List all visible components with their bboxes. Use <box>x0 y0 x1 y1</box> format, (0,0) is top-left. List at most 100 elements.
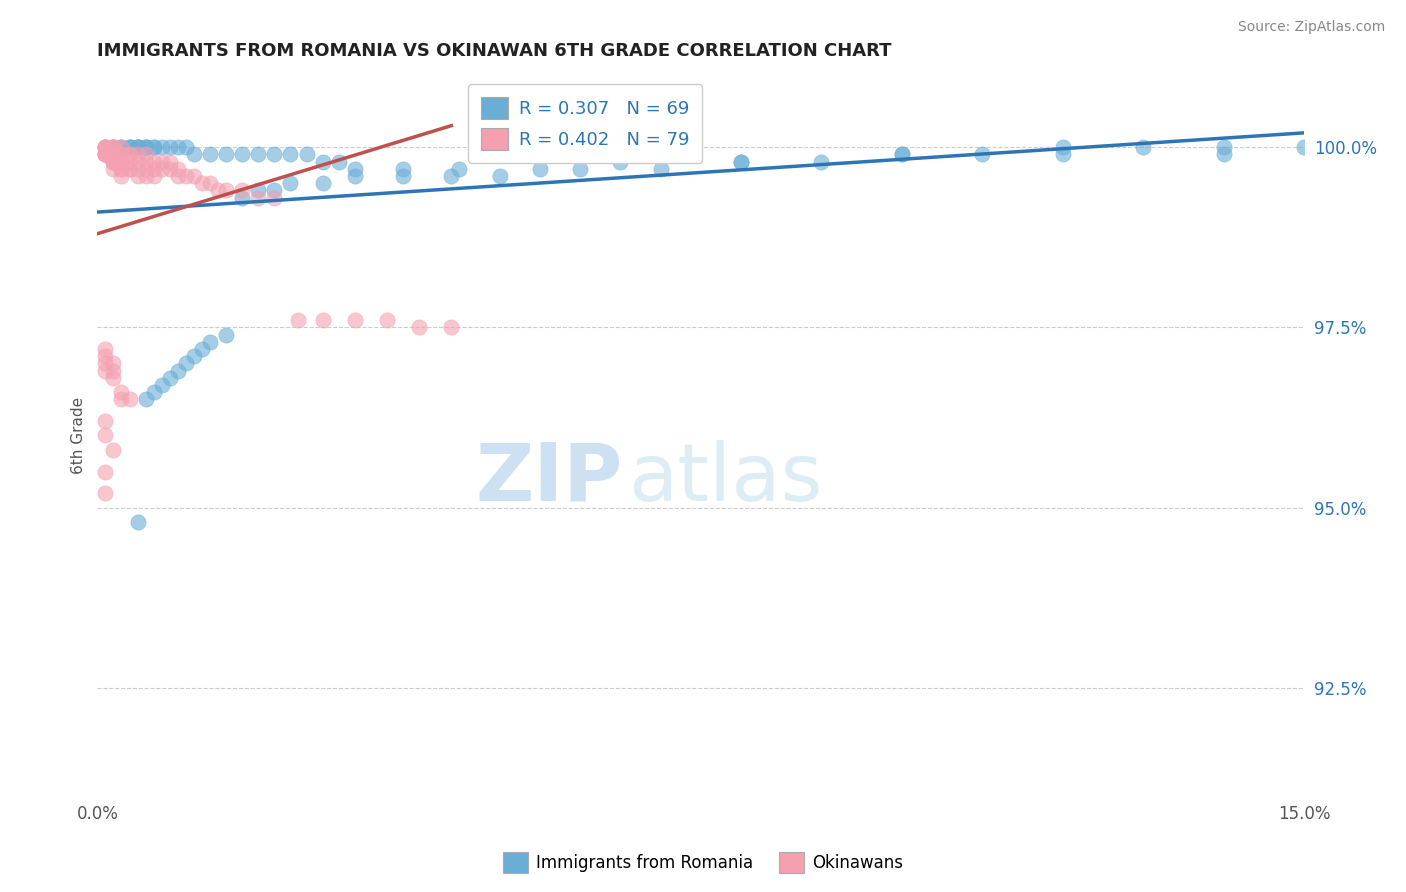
Point <box>118 161 141 176</box>
Point <box>110 161 132 176</box>
Point <box>488 169 510 183</box>
Point <box>110 140 132 154</box>
Point <box>198 147 221 161</box>
Point <box>103 140 125 154</box>
Point <box>142 154 165 169</box>
Point <box>142 385 165 400</box>
Point <box>118 161 141 176</box>
Text: atlas: atlas <box>628 440 823 517</box>
Point <box>280 176 302 190</box>
Point <box>110 140 132 154</box>
Point <box>94 140 117 154</box>
Point <box>94 147 117 161</box>
Y-axis label: 6th Grade: 6th Grade <box>72 397 86 474</box>
Point <box>231 147 253 161</box>
Point <box>94 140 117 154</box>
Point <box>1052 147 1074 161</box>
Point <box>103 356 125 370</box>
Point <box>972 147 994 161</box>
Point <box>103 371 125 385</box>
Point <box>103 442 125 457</box>
Point <box>110 169 132 183</box>
Point <box>118 140 141 154</box>
Point <box>118 140 141 154</box>
Point <box>890 147 912 161</box>
Point <box>110 392 132 407</box>
Point <box>392 169 415 183</box>
Point <box>103 147 125 161</box>
Point <box>174 169 197 183</box>
Point <box>159 154 181 169</box>
Point <box>198 176 221 190</box>
Point <box>311 313 333 327</box>
Point <box>110 147 132 161</box>
Point <box>408 320 430 334</box>
Point <box>135 169 157 183</box>
Point <box>166 161 188 176</box>
Point <box>150 378 173 392</box>
Point <box>311 176 333 190</box>
Point <box>159 161 181 176</box>
Point <box>127 147 149 161</box>
Point <box>159 371 181 385</box>
Point <box>142 140 165 154</box>
Point <box>110 140 132 154</box>
Point <box>110 154 132 169</box>
Point <box>127 515 149 529</box>
Point <box>103 147 125 161</box>
Point <box>94 364 117 378</box>
Point <box>569 161 592 176</box>
Legend: R = 0.307   N = 69, R = 0.402   N = 79: R = 0.307 N = 69, R = 0.402 N = 79 <box>468 84 702 162</box>
Point <box>191 176 214 190</box>
Point <box>1052 140 1074 154</box>
Point <box>110 154 132 169</box>
Point <box>890 147 912 161</box>
Point <box>94 147 117 161</box>
Point <box>103 140 125 154</box>
Point <box>810 154 832 169</box>
Point <box>103 154 125 169</box>
Point <box>135 140 157 154</box>
Point <box>311 154 333 169</box>
Point <box>135 392 157 407</box>
Point <box>135 154 157 169</box>
Point <box>127 140 149 154</box>
Point <box>247 184 270 198</box>
Point <box>150 140 173 154</box>
Point <box>287 313 309 327</box>
Point <box>94 147 117 161</box>
Point <box>103 140 125 154</box>
Point <box>440 320 463 334</box>
Point <box>94 428 117 442</box>
Point <box>247 191 270 205</box>
Point <box>183 169 205 183</box>
Point <box>1212 140 1234 154</box>
Point <box>150 161 173 176</box>
Point <box>118 140 141 154</box>
Point <box>94 147 117 161</box>
Point <box>135 147 157 161</box>
Point <box>142 169 165 183</box>
Point <box>94 465 117 479</box>
Point <box>103 154 125 169</box>
Point <box>263 191 285 205</box>
Point <box>110 147 132 161</box>
Point <box>127 154 149 169</box>
Point <box>247 147 270 161</box>
Point <box>166 364 188 378</box>
Point <box>135 161 157 176</box>
Point <box>730 154 752 169</box>
Point <box>529 161 551 176</box>
Point <box>103 140 125 154</box>
Point <box>94 140 117 154</box>
Point <box>215 327 238 342</box>
Point <box>343 169 366 183</box>
Point <box>183 147 205 161</box>
Point <box>263 147 285 161</box>
Point <box>231 184 253 198</box>
Point <box>127 140 149 154</box>
Point <box>159 140 181 154</box>
Point <box>295 147 318 161</box>
Point <box>118 147 141 161</box>
Point <box>110 385 132 400</box>
